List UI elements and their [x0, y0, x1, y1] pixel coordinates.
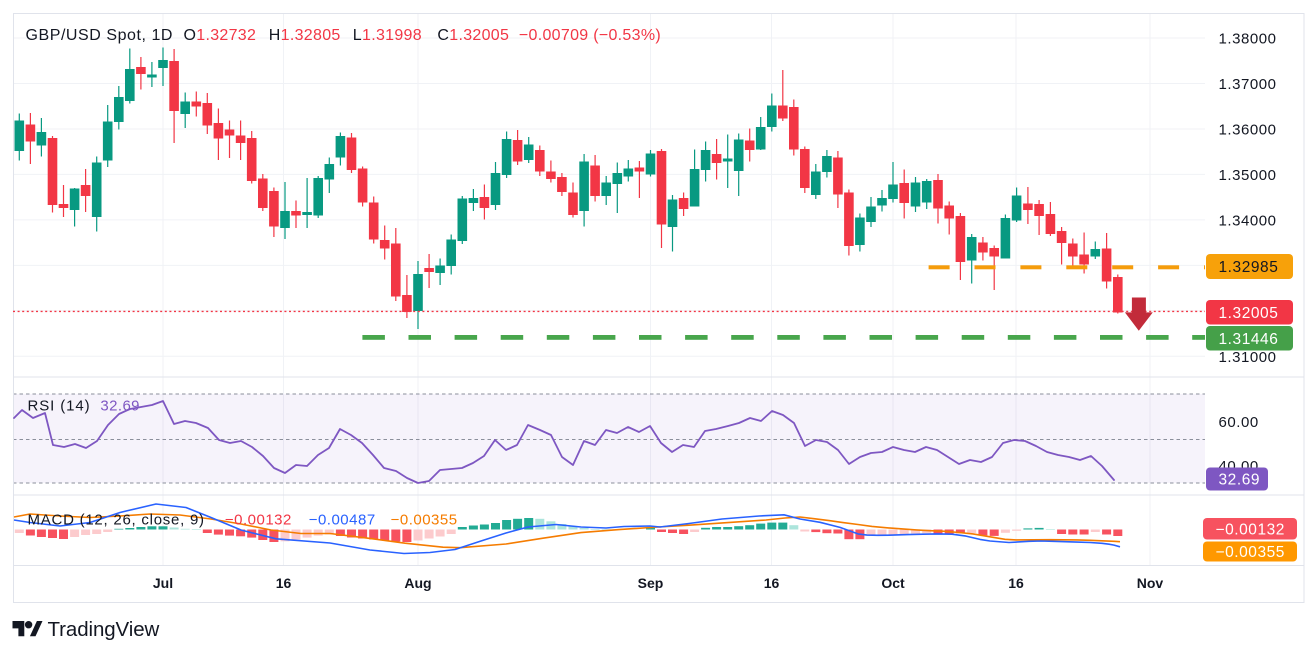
svg-text:Nov: Nov — [1137, 575, 1164, 591]
svg-text:32.69: 32.69 — [1219, 472, 1261, 489]
svg-text:1.31000: 1.31000 — [1219, 349, 1277, 366]
svg-text:Sep: Sep — [638, 575, 664, 591]
svg-text:Oct: Oct — [881, 575, 905, 591]
svg-text:16: 16 — [1008, 575, 1024, 591]
svg-text:TradingView: TradingView — [48, 618, 160, 641]
svg-text:Aug: Aug — [404, 575, 431, 591]
svg-text:1.38000: 1.38000 — [1219, 31, 1277, 48]
svg-text:Jul: Jul — [153, 575, 173, 591]
svg-text:1.32985: 1.32985 — [1219, 259, 1279, 276]
svg-text:1.32005: 1.32005 — [1219, 305, 1279, 322]
svg-text:16: 16 — [764, 575, 780, 591]
svg-text:1.35000: 1.35000 — [1219, 167, 1277, 184]
svg-text:1.36000: 1.36000 — [1219, 122, 1277, 139]
svg-text:RSI (14)32.69: RSI (14) 32.69 — [28, 398, 140, 415]
svg-text:1.37000: 1.37000 — [1219, 76, 1277, 93]
svg-text:16: 16 — [276, 575, 292, 591]
svg-text:MACD (12, 26, close, 9)−0.0013: MACD (12, 26, close, 9) −0.00132 −0.00487−… — [28, 512, 458, 529]
svg-text:1.31446: 1.31446 — [1219, 331, 1279, 348]
svg-text:−0.00355: −0.00355 — [1216, 544, 1285, 561]
svg-text:−0.00132: −0.00132 — [1216, 521, 1285, 538]
svg-text:1.34000: 1.34000 — [1219, 212, 1277, 229]
svg-text:60.00: 60.00 — [1219, 414, 1259, 431]
